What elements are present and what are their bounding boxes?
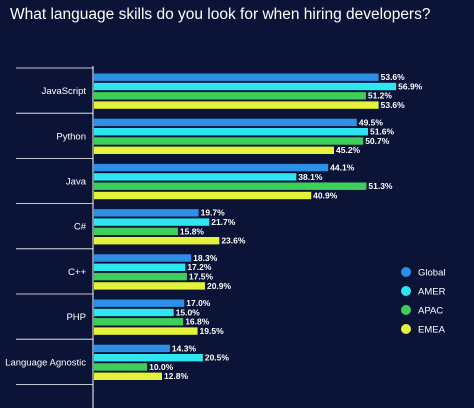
category-label: Python — [56, 131, 86, 142]
bar-amer — [94, 308, 174, 317]
data-label: 51.3% — [368, 181, 393, 191]
data-label: 19.5% — [200, 326, 225, 336]
bar-amer — [94, 82, 397, 91]
category-label: PHP — [66, 312, 86, 323]
category-label: C++ — [68, 267, 86, 278]
data-label: 12.8% — [164, 371, 189, 381]
legend-marker-global — [401, 267, 411, 277]
data-label: 23.6% — [221, 236, 246, 246]
legend-label: APAC — [418, 306, 443, 317]
data-label: 40.9% — [313, 190, 338, 200]
data-label: 20.5% — [205, 353, 230, 363]
data-label: 21.7% — [211, 217, 236, 227]
data-label: 44.1% — [330, 163, 355, 173]
bar-apac — [94, 318, 184, 326]
bar-emea — [94, 372, 162, 380]
data-label: 50.7% — [365, 136, 390, 146]
bar-global — [94, 118, 357, 127]
bar-emea — [94, 237, 220, 245]
legend-marker-amer — [401, 286, 411, 296]
data-label: 17.2% — [187, 262, 212, 272]
chart-title: What language skills do you look for whe… — [10, 6, 431, 23]
bar-apac — [94, 363, 148, 371]
category-label: JavaScript — [42, 86, 87, 97]
data-label: 53.6% — [381, 100, 406, 110]
category-label: C# — [74, 222, 87, 233]
data-label: 38.1% — [298, 172, 323, 182]
bar-emea — [94, 327, 198, 335]
bar-global — [94, 73, 379, 81]
data-label: 16.8% — [185, 317, 210, 327]
data-label: 15.0% — [176, 307, 201, 317]
bar-emea — [94, 191, 312, 200]
bar-amer — [94, 128, 368, 136]
bar-amer — [94, 173, 297, 181]
bar-global — [94, 344, 170, 353]
data-label: 19.7% — [201, 208, 226, 218]
data-label: 51.2% — [368, 91, 393, 101]
data-label: 49.5% — [359, 117, 384, 127]
data-label: 51.6% — [370, 127, 395, 137]
legend-marker-apac — [401, 305, 411, 315]
bar-global — [94, 254, 192, 262]
data-label: 53.6% — [381, 72, 406, 82]
legend-marker-emea — [401, 324, 411, 334]
bar-emea — [94, 101, 379, 109]
bar-emea — [94, 282, 205, 290]
legend-label: AMER — [418, 287, 446, 298]
bar-amer — [94, 354, 203, 362]
legend-label: Global — [418, 268, 445, 279]
bar-apac — [94, 227, 178, 236]
legend-label: EMEA — [418, 325, 446, 336]
bar-global — [94, 299, 185, 307]
bar-amer — [94, 263, 186, 271]
bar-apac — [94, 182, 367, 190]
bar-apac — [94, 272, 187, 281]
category-label: Java — [66, 177, 87, 188]
data-label: 17.0% — [186, 298, 211, 308]
bar-apac — [94, 137, 364, 145]
data-label: 45.2% — [336, 145, 361, 155]
bar-global — [94, 209, 199, 217]
category-label: Language Agnostic — [5, 357, 86, 368]
data-label: 17.5% — [189, 272, 214, 282]
data-label: 15.8% — [180, 226, 205, 236]
bar-emea — [94, 146, 335, 154]
data-label: 10.0% — [149, 362, 174, 372]
bar-global — [94, 163, 329, 172]
data-label: 56.9% — [398, 81, 423, 91]
data-label: 14.3% — [172, 343, 197, 353]
bar-amer — [94, 218, 210, 226]
data-label: 20.9% — [207, 281, 232, 291]
data-label: 18.3% — [193, 253, 218, 263]
bar-apac — [94, 92, 366, 100]
